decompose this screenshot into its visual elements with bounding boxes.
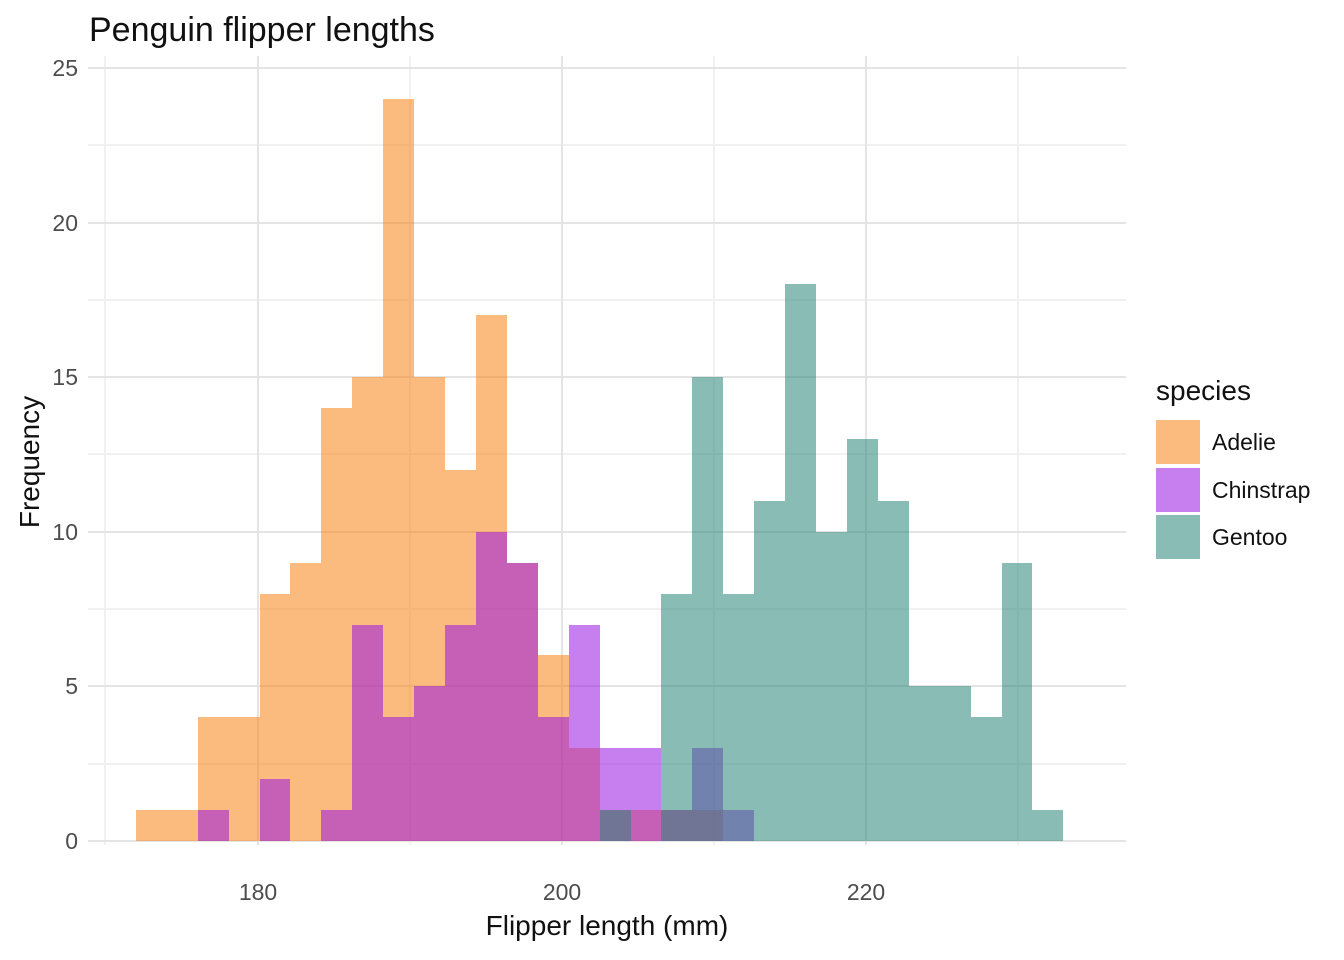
histogram-bar-chinstrap [507,563,538,841]
histogram-bar-chinstrap [414,686,445,841]
legend-swatch-gentoo [1156,515,1200,559]
x-gridline [1017,56,1019,845]
histogram-bar-chinstrap [631,748,661,841]
legend-item-label: Chinstrap [1212,477,1311,503]
legend-item-label: Gentoo [1212,524,1288,550]
histogram-bar-gentoo [940,686,971,841]
histogram-bar-chinstrap [569,625,600,841]
histogram-bar-gentoo [909,686,940,841]
y-tick-label: 5 [65,673,78,699]
x-tick-label: 200 [542,879,582,905]
legend-swatch-adelie [1156,420,1200,464]
y-gridline [88,222,1126,224]
histogram-bar-adelie [290,563,321,841]
histogram-bar-gentoo [754,501,785,841]
legend-swatch-chinstrap [1156,468,1200,512]
histogram-bar-gentoo [1032,810,1063,841]
histogram-bar-adelie [321,408,352,841]
histogram-bar-chinstrap [383,717,414,841]
histogram-bar-gentoo [878,501,909,841]
y-gridline [88,67,1126,69]
histogram-bar-chinstrap [321,810,352,841]
histogram-bar-adelie [167,810,198,841]
x-gridline [104,56,106,845]
histogram-bar-gentoo [816,532,847,841]
x-axis-title: Flipper length (mm) [485,910,729,941]
histogram-bar-adelie [136,810,167,841]
x-gridline [257,56,259,845]
y-gridline [88,144,1126,146]
legend-item-label: Adelie [1212,429,1276,455]
y-tick-label: 0 [65,828,78,854]
histogram-bar-gentoo [600,810,631,841]
y-gridline [88,685,1126,687]
histogram-bar-gentoo [1002,563,1032,841]
y-gridline [88,531,1126,533]
histogram-bar-gentoo [971,717,1002,841]
x-gridline [561,56,563,845]
histogram-bar-chinstrap [445,625,476,841]
histogram-bar-chinstrap [538,717,569,841]
histogram-bar-chinstrap [352,625,383,841]
y-tick-label: 10 [52,519,78,545]
y-gridline [88,299,1126,301]
legend-title: species [1156,375,1251,406]
histogram-bar-gentoo [723,594,754,841]
y-gridline [88,453,1126,455]
histogram-bar-adelie [229,717,260,841]
histogram-bar-gentoo [661,594,692,841]
histogram-bar-gentoo [785,284,816,841]
histogram-bar-gentoo [692,377,723,841]
histogram-bar-chinstrap [198,810,229,841]
histogram-bar-chinstrap [476,532,507,841]
y-tick-label: 25 [52,55,78,81]
y-gridline [88,376,1126,378]
x-tick-label: 220 [846,879,886,905]
page-title: Penguin flipper lengths [89,11,435,49]
histogram-bar-gentoo [847,439,878,841]
y-tick-label: 20 [52,210,78,236]
y-gridline [88,608,1126,610]
y-tick-label: 15 [52,364,78,390]
y-gridline [88,840,1126,842]
histogram-bar-chinstrap [260,779,290,841]
x-tick-label: 180 [238,879,278,905]
y-axis-title: Frequency [14,395,45,529]
